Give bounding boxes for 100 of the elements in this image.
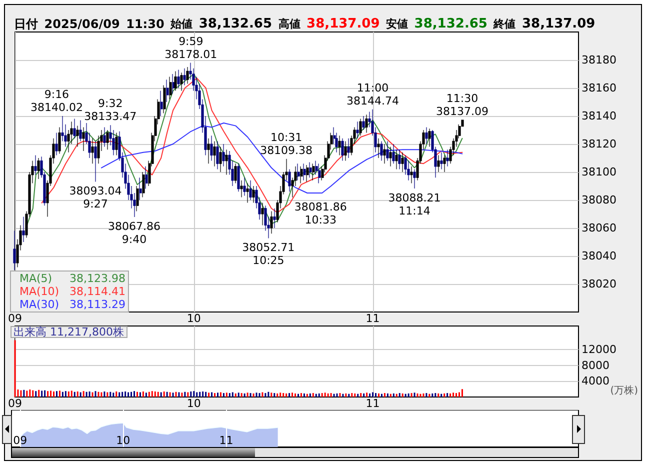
- annotation: 9:59 38178.01: [164, 34, 218, 61]
- candlestick: [246, 182, 249, 204]
- candlestick: [377, 138, 380, 158]
- candlestick: [180, 72, 183, 92]
- candlestick: [392, 144, 395, 164]
- y-tick-label: 38100: [582, 166, 616, 178]
- x-tick-label: 10: [116, 434, 130, 447]
- x-tick-label: 09: [8, 312, 22, 325]
- candlestick: [106, 130, 109, 150]
- annotation: 38067.86 9:40: [108, 220, 161, 246]
- candlestick: [222, 144, 225, 167]
- candlestick: [160, 90, 163, 116]
- x-tick-label: 10: [186, 312, 201, 325]
- candlestick: [183, 68, 186, 86]
- candlestick: [13, 230, 16, 270]
- candlestick: [79, 120, 82, 142]
- candlestick: [163, 84, 166, 114]
- text: MA(10) 38,114.41: [20, 285, 126, 298]
- annotation: 9:16 38140.02: [30, 88, 83, 114]
- candlestick: [225, 149, 228, 176]
- candlestick: [243, 177, 246, 196]
- candlestick: [186, 66, 189, 84]
- candlestick: [58, 126, 61, 154]
- candlestick: [365, 114, 368, 134]
- annotation: 10:31 38109.38: [260, 130, 313, 157]
- candlestick: [288, 168, 291, 192]
- candlestick: [115, 132, 118, 156]
- candlestick: [398, 149, 401, 170]
- candlestick: [344, 140, 347, 162]
- candlestick: [94, 140, 97, 182]
- candlestick: [177, 70, 180, 88]
- candlestick: [252, 186, 255, 204]
- candlestick: [73, 118, 76, 139]
- candlestick: [303, 163, 306, 181]
- annotation: 9:32 38133.47: [84, 97, 137, 124]
- candlestick: [356, 121, 359, 139]
- chart-title: 出来高 11,217,800株: [14, 326, 124, 338]
- x-tick-label: 11: [366, 397, 380, 410]
- candlestick: [270, 210, 273, 234]
- candlestick: [362, 116, 365, 130]
- candlestick: [410, 166, 413, 184]
- candlestick: [389, 146, 392, 167]
- y-tick-label: 38120: [582, 138, 616, 150]
- candlestick: [172, 74, 175, 94]
- candlestick: [437, 154, 440, 172]
- y-tick-label: 38080: [582, 194, 616, 206]
- annotation: 11:30 38137.09: [436, 92, 488, 118]
- candlestick: [22, 216, 25, 242]
- y-tick-label: 38040: [582, 250, 616, 262]
- candlestick: [359, 118, 362, 136]
- candlestick: [210, 135, 213, 162]
- y-tick-label: 38140: [582, 110, 616, 122]
- x-tick-label: 10: [186, 397, 201, 410]
- candlestick: [166, 79, 169, 102]
- candlestick: [440, 152, 443, 170]
- x-tick-label: 11: [219, 434, 234, 447]
- candlestick: [413, 168, 416, 189]
- candlestick: [318, 163, 321, 184]
- candlestick: [91, 138, 94, 164]
- annotation: 11:00 38144.74: [346, 81, 400, 108]
- y-tick-label: 12000: [582, 343, 616, 356]
- x-tick-label: 09: [13, 434, 28, 447]
- candlestick: [82, 126, 85, 152]
- candlestick: [273, 208, 276, 228]
- candlestick: [207, 138, 210, 164]
- chart-title: 日付 2025/06/09 11:30 始値 38,132.65 高値 38,137.09 安値 38,132.65 終値 38,137.09: [14, 16, 596, 32]
- candlestick: [219, 146, 222, 172]
- text: MA(5) 38,123.98: [20, 272, 126, 285]
- x-tick-label: 11: [366, 312, 380, 325]
- candlestick: [34, 154, 37, 176]
- candlestick: [136, 186, 139, 212]
- candlestick: [174, 70, 177, 92]
- text: MA(30) 38,113.29: [20, 298, 126, 311]
- y-tick-label: 38180: [582, 54, 616, 66]
- candlestick: [386, 140, 389, 162]
- candlestick: [300, 166, 303, 184]
- annotation: 38052.71 10:25: [242, 241, 295, 268]
- candlestick: [312, 163, 315, 181]
- candlestick: [297, 163, 300, 181]
- candlestick: [234, 163, 237, 184]
- candlestick: [55, 132, 58, 156]
- candlestick: [443, 154, 446, 172]
- candlestick: [169, 76, 172, 100]
- candlestick: [383, 144, 386, 164]
- y-tick-label: 8000: [582, 358, 610, 372]
- y-tick-label: 4000: [582, 374, 610, 388]
- candlestick: [237, 163, 240, 192]
- candlestick: [216, 140, 219, 170]
- annotation: 38088.21 11:14: [388, 192, 441, 218]
- y-axis-title: (万株): [610, 384, 638, 396]
- y-tick-label: 38020: [582, 278, 616, 290]
- candlestick: [446, 149, 449, 167]
- candlestick: [395, 149, 398, 170]
- candlestick: [76, 126, 79, 148]
- candlestick: [347, 138, 350, 158]
- candlestick: [425, 126, 428, 144]
- candlestick: [142, 172, 145, 198]
- candlestick: [401, 152, 404, 172]
- candlestick: [249, 180, 252, 200]
- y-tick-label: 38060: [582, 222, 616, 234]
